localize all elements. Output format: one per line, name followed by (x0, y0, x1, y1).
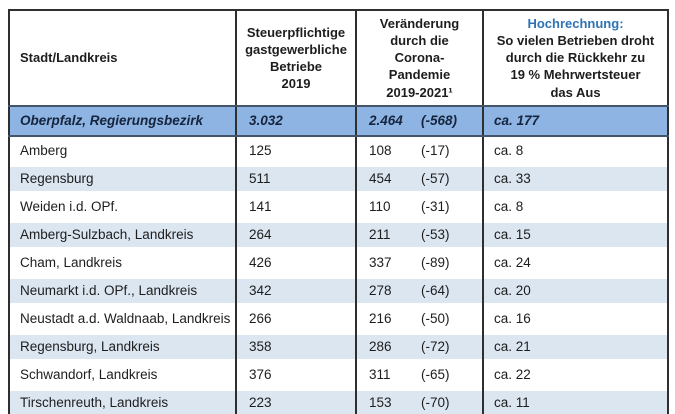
statistics-table: Stadt/Landkreis Steuerpflichtige gastgew… (8, 9, 669, 414)
hochrechnung-accent-label: Hochrechnung: (527, 16, 624, 31)
cell-veraenderung: 286 (-72) (355, 332, 483, 361)
cell-hochrechnung: ca. 8 (482, 135, 668, 165)
column-header-label: Steuerpflichtige gastgewerbliche Betrieb… (245, 24, 347, 92)
table-row-tirschenreuth: Tirschenreuth, Landkreis 223 153 (-70) ca… (9, 388, 668, 414)
cell-betriebe-2019: 223 (235, 388, 356, 414)
table-row-amberg: Amberg 125 108 (-17) ca. 8 (9, 135, 668, 165)
table-header: Stadt/Landkreis Steuerpflichtige gastgew… (9, 10, 668, 107)
cell-region-name: Schwandorf, Landkreis (9, 360, 236, 389)
veraenderung-delta: (-89) (421, 255, 450, 271)
veraenderung-value: 110 (369, 199, 391, 215)
cell-hochrechnung: ca. 20 (482, 276, 668, 305)
veraenderung-value: 216 (369, 311, 392, 327)
cell-veraenderung: 216 (-50) (355, 304, 483, 333)
cell-hochrechnung: ca. 24 (482, 248, 668, 277)
veraenderung-value: 2.464 (369, 113, 403, 129)
veraenderung-value: 454 (369, 171, 392, 187)
cell-betriebe-2019: 342 (235, 276, 356, 305)
table-row-schwandorf: Schwandorf, Landkreis 376 311 (-65) ca. 2… (9, 360, 668, 389)
veraenderung-delta: (-568) (421, 113, 458, 129)
veraenderung-value: 286 (369, 339, 392, 355)
veraenderung-delta: (-53) (421, 227, 450, 243)
column-header-hochrechnung: Hochrechnung: So vielen Betrieben droht … (482, 10, 668, 107)
table-row-oberpfalz: Oberpfalz, Regierungsbezirk 3.032 2.464 (… (9, 104, 668, 137)
cell-region-name: Amberg (9, 135, 236, 165)
cell-betriebe-2019: 426 (235, 248, 356, 277)
veraenderung-value: 311 (369, 367, 391, 383)
veraenderung-delta: (-50) (421, 311, 450, 327)
cell-region-name: Weiden i.d. OPf. (9, 192, 236, 221)
table-row-cham: Cham, Landkreis 426 337 (-89) ca. 24 (9, 248, 668, 277)
cell-veraenderung: 454 (-57) (355, 164, 483, 193)
table-row-weiden: Weiden i.d. OPf. 141 110 (-31) ca. 8 (9, 192, 668, 221)
veraenderung-delta: (-70) (421, 395, 450, 411)
cell-hochrechnung: ca. 33 (482, 164, 668, 193)
cell-veraenderung: 153 (-70) (355, 388, 483, 414)
cell-veraenderung: 278 (-64) (355, 276, 483, 305)
cell-region-name: Tirschenreuth, Landkreis (9, 388, 236, 414)
cell-hochrechnung: ca. 11 (482, 388, 668, 414)
veraenderung-delta: (-64) (421, 283, 450, 299)
cell-region-name: Neustadt a.d. Waldnaab, Landkreis (9, 304, 236, 333)
cell-veraenderung: 2.464 (-568) (355, 104, 483, 137)
veraenderung-value: 278 (369, 283, 392, 299)
cell-veraenderung: 108 (-17) (355, 135, 483, 165)
veraenderung-value: 337 (369, 255, 392, 271)
table-row-neustadt-waldnaab: Neustadt a.d. Waldnaab, Landkreis 266 21… (9, 304, 668, 333)
veraenderung-delta: (-17) (421, 143, 450, 159)
cell-region-name: Amberg-Sulzbach, Landkreis (9, 220, 236, 249)
cell-betriebe-2019: 141 (235, 192, 356, 221)
veraenderung-delta: (-65) (421, 367, 450, 383)
cell-hochrechnung: ca. 177 (482, 104, 668, 137)
cell-betriebe-2019: 358 (235, 332, 356, 361)
table-row-regensburg: Regensburg 511 454 (-57) ca. 33 (9, 164, 668, 193)
cell-hochrechnung: ca. 16 (482, 304, 668, 333)
veraenderung-value: 108 (369, 143, 392, 159)
veraenderung-value: 153 (369, 395, 392, 411)
veraenderung-delta: (-72) (421, 339, 450, 355)
cell-region-name: Neumarkt i.d. OPf., Landkreis (9, 276, 236, 305)
column-header-betriebe-2019: Steuerpflichtige gastgewerbliche Betrieb… (235, 10, 356, 107)
column-header-veraenderung: Veränderung durch die Corona- Pandemie 2… (355, 10, 483, 107)
table-row-regensburg-landkreis: Regensburg, Landkreis 358 286 (-72) ca. 2… (9, 332, 668, 361)
cell-hochrechnung: ca. 8 (482, 192, 668, 221)
column-header-label: So vielen Betrieben droht durch die Rück… (496, 33, 655, 100)
veraenderung-delta: (-31) (421, 199, 450, 215)
cell-region-name: Cham, Landkreis (9, 248, 236, 277)
table-body: Oberpfalz, Regierungsbezirk 3.032 2.464 (… (9, 104, 668, 414)
table-row-amberg-sulzbach: Amberg-Sulzbach, Landkreis 264 211 (-53) … (9, 220, 668, 249)
table-row-neumarkt: Neumarkt i.d. OPf., Landkreis 342 278 (-6… (9, 276, 668, 305)
column-header-stadt-landkreis: Stadt/Landkreis (9, 10, 236, 107)
header-row: Stadt/Landkreis Steuerpflichtige gastgew… (9, 10, 668, 107)
cell-veraenderung: 337 (-89) (355, 248, 483, 277)
cell-betriebe-2019: 511 (235, 164, 356, 193)
column-header-label: Stadt/Landkreis (20, 50, 118, 66)
veraenderung-delta: (-57) (421, 171, 450, 187)
cell-hochrechnung: ca. 15 (482, 220, 668, 249)
cell-hochrechnung: ca. 22 (482, 360, 668, 389)
cell-hochrechnung: ca. 21 (482, 332, 668, 361)
veraenderung-value: 211 (369, 227, 391, 243)
cell-betriebe-2019: 266 (235, 304, 356, 333)
cell-veraenderung: 110 (-31) (355, 192, 483, 221)
cell-veraenderung: 211 (-53) (355, 220, 483, 249)
cell-veraenderung: 311 (-65) (355, 360, 483, 389)
cell-betriebe-2019: 3.032 (235, 104, 356, 137)
cell-region-name: Regensburg, Landkreis (9, 332, 236, 361)
cell-region-name: Oberpfalz, Regierungsbezirk (9, 104, 236, 137)
cell-region-name: Regensburg (9, 164, 236, 193)
cell-betriebe-2019: 125 (235, 135, 356, 165)
column-header-label: Veränderung durch die Corona- Pandemie 2… (379, 16, 460, 100)
cell-betriebe-2019: 376 (235, 360, 356, 389)
cell-betriebe-2019: 264 (235, 220, 356, 249)
